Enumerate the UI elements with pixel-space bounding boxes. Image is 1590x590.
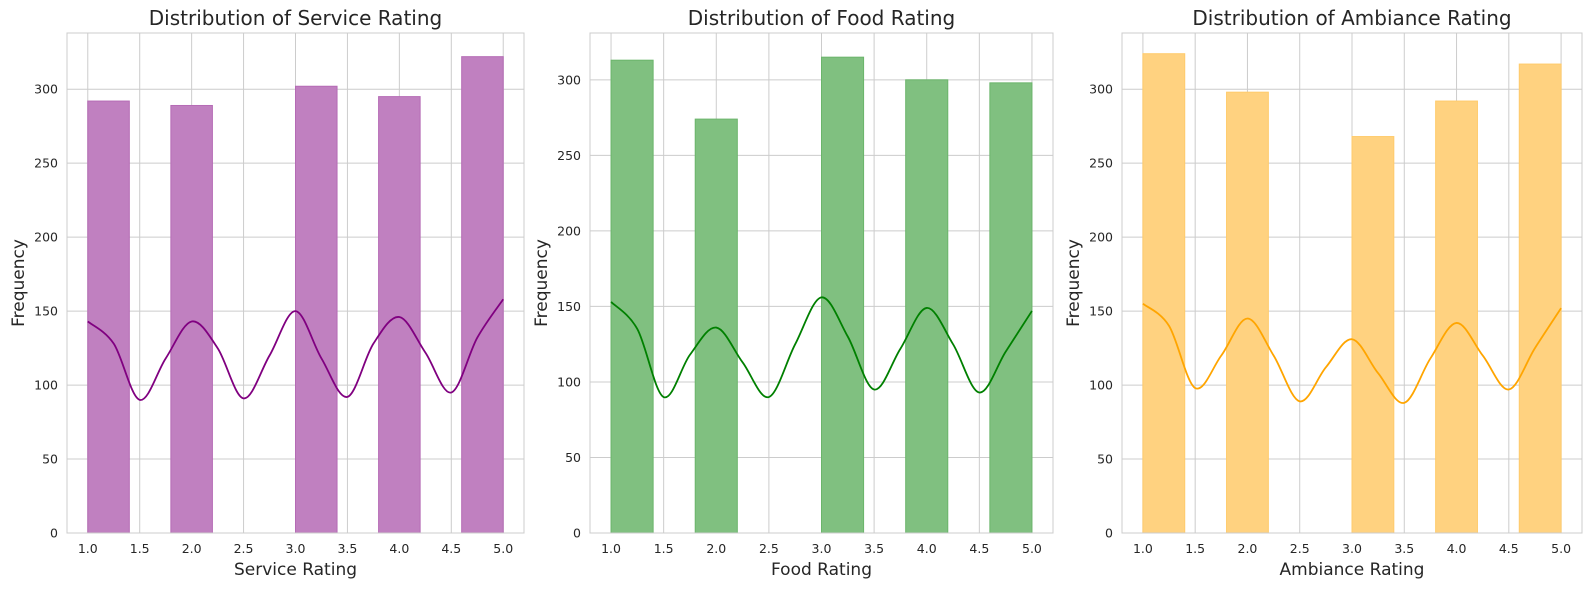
x-tick-label: 3.0: [812, 541, 832, 556]
y-axis-label: Frequency: [9, 239, 29, 327]
y-tick-label: 200: [34, 230, 58, 245]
y-tick-label: 250: [1089, 156, 1113, 171]
chart-title: Distribution of Food Rating: [688, 6, 955, 30]
x-tick-label: 3.0: [286, 541, 306, 556]
x-tick-label: 1.0: [1133, 541, 1153, 556]
x-tick-label: 1.0: [601, 541, 621, 556]
histogram-bar: [694, 118, 738, 534]
histogram-bar: [1518, 63, 1562, 534]
x-tick-label: 1.5: [1185, 541, 1205, 556]
y-axis-label: Frequency: [532, 239, 552, 327]
plot-frame: [589, 32, 1054, 534]
x-tick-label: 2.0: [1238, 541, 1258, 556]
x-tick-label: 2.5: [759, 541, 779, 556]
y-tick-label: 150: [557, 299, 581, 314]
y-tick-label: 50: [42, 452, 58, 467]
histogram-bar: [87, 100, 130, 534]
kde-curve: [1142, 302, 1562, 404]
x-tick-label: 3.0: [1342, 541, 1362, 556]
y-tick-label: 0: [573, 526, 581, 541]
y-tick-label: 100: [557, 374, 581, 389]
x-tick-label: 2.5: [1290, 541, 1310, 556]
histogram-bar: [989, 82, 1033, 534]
plot-frame: [1121, 32, 1583, 534]
chart-title: Distribution of Service Rating: [149, 6, 442, 30]
x-tick-label: 4.5: [969, 541, 989, 556]
histogram-bar: [378, 96, 421, 534]
x-tick-label: 1.5: [130, 541, 150, 556]
x-tick-label: 4.5: [441, 541, 461, 556]
kde-curve: [610, 296, 1033, 398]
y-tick-label: 300: [34, 82, 58, 97]
chart-panel-1: 1.0 1.5 2.0 2.5 3.0 3.5 4.0 4.5 5.0 0 50 100 150 200 2…: [9, 6, 525, 580]
y-tick-label: 200: [1089, 230, 1113, 245]
y-tick-label: 0: [1105, 526, 1113, 541]
x-tick-label: 4.0: [1447, 541, 1467, 556]
y-tick-label: 150: [1089, 304, 1113, 319]
x-axis-label: Ambiance Rating: [1280, 560, 1425, 580]
x-tick-label: 1.0: [78, 541, 98, 556]
y-tick-label: 250: [557, 148, 581, 163]
x-tick-label: 5.0: [493, 541, 513, 556]
y-tick-label: 300: [557, 72, 581, 87]
y-tick-label: 300: [1089, 82, 1113, 97]
y-tick-label: 150: [34, 304, 58, 319]
y-tick-label: 50: [565, 450, 581, 465]
histogram-bar: [1435, 100, 1478, 534]
x-tick-label: 4.5: [1499, 541, 1519, 556]
x-tick-label: 3.5: [1394, 541, 1414, 556]
x-tick-label: 5.0: [1551, 541, 1571, 556]
x-tick-label: 4.0: [917, 541, 937, 556]
histogram-bar: [461, 56, 504, 534]
histogram-bar: [170, 104, 213, 534]
x-tick-label: 5.0: [1022, 541, 1042, 556]
kde-curve: [87, 298, 504, 401]
y-axis-label: Frequency: [1064, 239, 1084, 327]
x-tick-label: 3.5: [864, 541, 884, 556]
histogram-bar: [821, 56, 865, 534]
x-axis-label: Food Rating: [771, 560, 872, 580]
chart-title: Distribution of Ambiance Rating: [1192, 6, 1511, 30]
y-tick-label: 100: [34, 378, 58, 393]
y-tick-label: 50: [1097, 452, 1113, 467]
x-tick-label: 2.0: [182, 541, 202, 556]
histogram-bar: [1226, 91, 1269, 534]
x-tick-label: 2.0: [706, 541, 726, 556]
plot-frame: [66, 32, 525, 534]
y-tick-label: 200: [557, 223, 581, 238]
y-tick-label: 100: [1089, 378, 1113, 393]
x-tick-label: 4.0: [389, 541, 409, 556]
histogram-bar: [1142, 53, 1186, 534]
x-tick-label: 3.5: [337, 541, 357, 556]
y-tick-label: 250: [34, 156, 58, 171]
histogram-bar: [295, 85, 338, 534]
x-tick-label: 1.5: [654, 541, 674, 556]
x-tick-label: 2.5: [234, 541, 254, 556]
histogram-bar: [610, 59, 654, 534]
x-axis-label: Service Rating: [234, 560, 357, 580]
histogram-bar: [1351, 136, 1395, 534]
chart-panel-3: 1.0 1.5 2.0 2.5 3.0 3.5 4.0 4.5 5.0 0 50 100 150 200 2…: [1064, 6, 1583, 580]
chart-panel-2: 1.0 1.5 2.0 2.5 3.0 3.5 4.0 4.5 5.0 0 50 100 150 200 2…: [532, 6, 1054, 580]
y-tick-label: 0: [50, 526, 58, 541]
histogram-bar: [905, 79, 949, 534]
